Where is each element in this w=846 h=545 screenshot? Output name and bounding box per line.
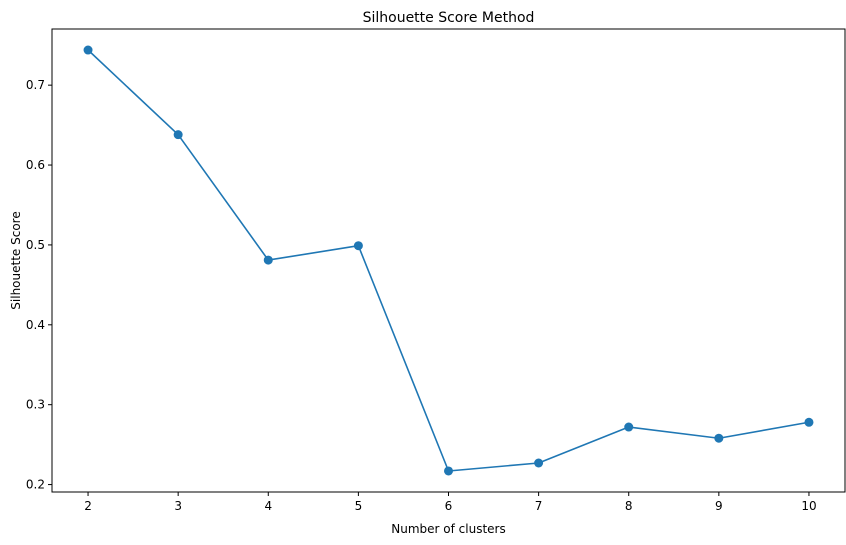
data-point <box>534 458 544 468</box>
y-tick-label: 0.4 <box>26 318 45 332</box>
x-tick-label: 8 <box>625 499 633 513</box>
y-tick-label: 0.6 <box>26 158 45 172</box>
x-tick-label: 4 <box>264 499 272 513</box>
data-point <box>714 433 724 443</box>
chart-title: Silhouette Score Method <box>363 10 535 26</box>
data-point <box>173 130 183 140</box>
x-axis-label: Number of clusters <box>391 522 505 536</box>
data-point <box>263 255 273 265</box>
x-tick-label: 10 <box>801 499 816 513</box>
x-tick-label: 3 <box>174 499 182 513</box>
y-tick-label: 0.7 <box>26 78 45 92</box>
plot-area <box>51 28 846 493</box>
y-tick-label: 0.5 <box>26 238 45 252</box>
data-point <box>83 45 93 55</box>
x-axis: 2 3 4 5 6 7 8 9 10 <box>84 492 817 513</box>
series-layer <box>83 45 814 476</box>
x-tick-label: 2 <box>84 499 92 513</box>
x-tick-label: 6 <box>445 499 453 513</box>
x-tick-label: 9 <box>715 499 723 513</box>
y-axis-label: Silhouette Score <box>9 211 23 309</box>
data-point <box>804 417 814 427</box>
data-point <box>444 466 453 476</box>
data-point <box>353 241 363 251</box>
y-tick-label: 0.2 <box>26 478 45 492</box>
data-point <box>624 422 634 432</box>
x-tick-label: 7 <box>535 499 543 513</box>
y-tick-label: 0.3 <box>26 398 45 412</box>
x-tick-label: 5 <box>355 499 363 513</box>
y-axis: 0.2 0.3 0.4 0.5 0.6 0.7 <box>26 78 52 492</box>
